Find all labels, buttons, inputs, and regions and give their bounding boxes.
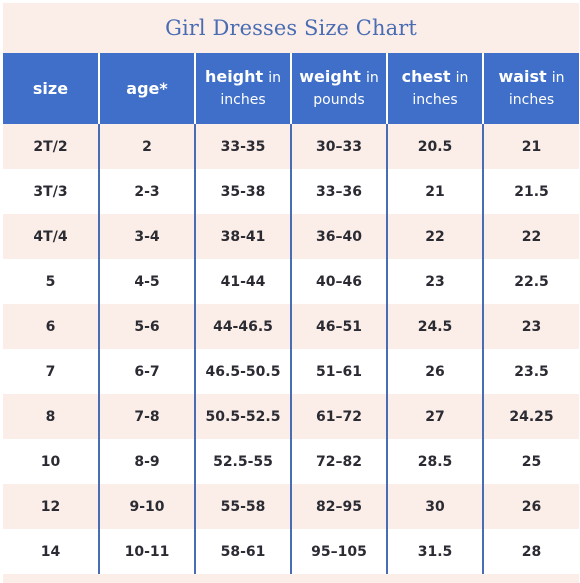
- cell-age: 4-5: [99, 259, 196, 304]
- table-row: 10 8-9 52.5-55 72–82 28.5 25: [3, 439, 579, 484]
- cell-weight: 36–40: [291, 214, 388, 259]
- cell-weight: 46–51: [291, 304, 388, 349]
- cell-size: 6: [3, 304, 100, 349]
- header-weight-in: in: [365, 70, 379, 86]
- cell-chest: 28.5: [387, 439, 484, 484]
- header-height-in: in: [268, 70, 282, 86]
- cell-age: 7-8: [99, 394, 196, 439]
- cell-weight: 30–33: [291, 124, 388, 169]
- header-waist-in: in: [551, 70, 565, 86]
- cell-height: 52.5-55: [195, 439, 292, 484]
- cell-height: 35-38: [195, 169, 292, 214]
- cell-height: 41-44: [195, 259, 292, 304]
- cell-waist: 22: [483, 214, 579, 259]
- cell-age: 6-7: [99, 349, 196, 394]
- cell-weight: 95–105: [291, 529, 388, 574]
- table-row: 14 10-11 58-61 95–105 31.5 28: [3, 529, 579, 574]
- cell-waist: 23: [483, 304, 579, 349]
- cell-height: 38-41: [195, 214, 292, 259]
- cell-size: 12: [3, 484, 100, 529]
- cell-chest: 27: [387, 394, 484, 439]
- table-row: 12 9-10 55-58 82–95 30 26: [3, 484, 579, 529]
- cell-chest: 24.5: [387, 304, 484, 349]
- header-weight-unit: pounds: [313, 92, 365, 108]
- cell-height: 44-46.5: [195, 304, 292, 349]
- cell-size: 8: [3, 394, 100, 439]
- cell-weight: 33–36: [291, 169, 388, 214]
- chart-title: Girl Dresses Size Chart: [165, 16, 417, 40]
- header-chest-in: in: [455, 70, 469, 86]
- cell-chest: 23: [387, 259, 484, 304]
- cell-height: 58-61: [195, 529, 292, 574]
- cell-size: 14: [3, 529, 100, 574]
- cell-height: 46.5-50.5: [195, 349, 292, 394]
- cell-waist: 28: [483, 529, 579, 574]
- cell-weight: 72–82: [291, 439, 388, 484]
- cell-weight: 82–95: [291, 484, 388, 529]
- cell-size: 4T/4: [3, 214, 100, 259]
- cell-age: 2: [99, 124, 196, 169]
- header-chest-label: chest: [401, 67, 451, 86]
- cell-size: 2T/2: [3, 124, 100, 169]
- table-row: 5 4-5 41-44 40–46 23 22.5: [3, 259, 579, 304]
- header-size-label: size: [32, 78, 69, 98]
- header-chest: chest in inches: [387, 53, 484, 124]
- cell-age: 8-9: [99, 439, 196, 484]
- cell-chest: 31.5: [387, 529, 484, 574]
- cell-height: 50.5-52.5: [195, 394, 292, 439]
- cell-chest: 21: [387, 169, 484, 214]
- header-age-label: age*: [126, 78, 168, 98]
- header-height-unit: inches: [220, 92, 266, 108]
- cell-height: 33-35: [195, 124, 292, 169]
- cell-waist: 25: [483, 439, 579, 484]
- header-height: height in inches: [195, 53, 292, 124]
- table-row: 6 5-6 44-46.5 46–51 24.5 23: [3, 304, 579, 349]
- cell-waist: 21: [483, 124, 579, 169]
- cell-size: 10: [3, 439, 100, 484]
- cell-age: 9-10: [99, 484, 196, 529]
- cell-size: 5: [3, 259, 100, 304]
- cell-chest: 22: [387, 214, 484, 259]
- header-size: size: [3, 53, 100, 124]
- cell-waist: 21.5: [483, 169, 579, 214]
- cell-age: 3-4: [99, 214, 196, 259]
- table-row: 7 6-7 46.5-50.5 51–61 26 23.5: [3, 349, 579, 394]
- header-weight: weight in pounds: [291, 53, 388, 124]
- cell-waist: 22.5: [483, 259, 579, 304]
- header-row: size age* height in inches weight in: [3, 53, 579, 124]
- cell-height: 55-58: [195, 484, 292, 529]
- cell-size: 7: [3, 349, 100, 394]
- header-age: age*: [99, 53, 196, 124]
- table-row: 2T/2 2 33-35 30–33 20.5 21: [3, 124, 579, 169]
- header-chest-unit: inches: [412, 92, 458, 108]
- table-row: 8 7-8 50.5-52.5 61–72 27 24.25: [3, 394, 579, 439]
- title-bar: Girl Dresses Size Chart: [3, 3, 579, 53]
- cell-age: 2-3: [99, 169, 196, 214]
- cell-waist: 23.5: [483, 349, 579, 394]
- header-waist: waist in inches: [483, 53, 579, 124]
- header-height-label: height: [204, 67, 264, 86]
- cell-chest: 30: [387, 484, 484, 529]
- cell-chest: 20.5: [387, 124, 484, 169]
- cell-chest: 26: [387, 349, 484, 394]
- cell-weight: 61–72: [291, 394, 388, 439]
- header-weight-label: weight: [299, 67, 361, 86]
- table-row: 3T/3 2-3 35-38 33–36 21 21.5: [3, 169, 579, 214]
- cell-weight: 40–46: [291, 259, 388, 304]
- cell-age: 10-11: [99, 529, 196, 574]
- cell-age: 5-6: [99, 304, 196, 349]
- cell-size: 3T/3: [3, 169, 100, 214]
- cell-waist: 24.25: [483, 394, 579, 439]
- cell-weight: 51–61: [291, 349, 388, 394]
- size-chart: Girl Dresses Size Chart size age* height…: [3, 3, 579, 583]
- size-table: size age* height in inches weight in: [3, 53, 579, 574]
- cell-waist: 26: [483, 484, 579, 529]
- table-row: 4T/4 3-4 38-41 36–40 22 22: [3, 214, 579, 259]
- header-waist-unit: inches: [508, 92, 555, 108]
- header-waist-label: waist: [498, 67, 547, 86]
